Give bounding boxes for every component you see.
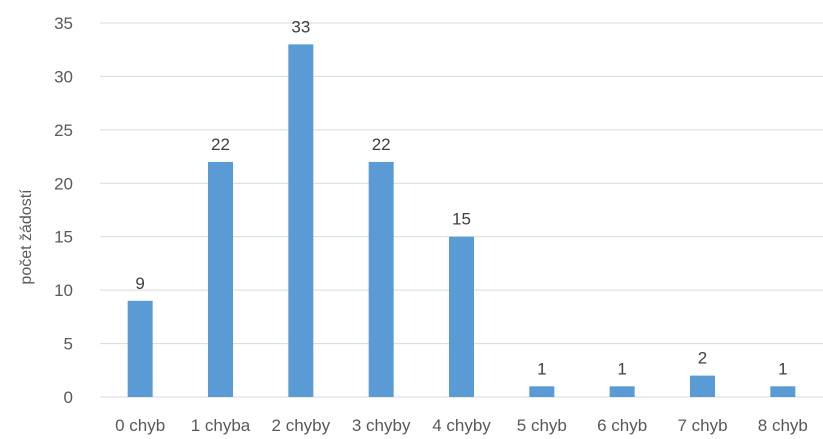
- y-axis-ticks: 0 5 10 15 20 25 30 35: [54, 14, 73, 407]
- data-label: 2: [698, 349, 707, 368]
- bar: [609, 386, 635, 397]
- y-tick-label: 15: [54, 228, 73, 247]
- x-tick-label: 8 chyb: [758, 416, 808, 435]
- bar: [368, 161, 394, 397]
- data-labels: 9 22 33 22 15 1 1 2 1: [135, 17, 787, 378]
- bar: [208, 161, 233, 397]
- data-label: 22: [372, 135, 391, 154]
- data-label: 1: [537, 359, 546, 378]
- y-tick-label: 25: [54, 121, 73, 140]
- bar: [529, 386, 555, 397]
- data-label: 33: [291, 17, 310, 36]
- y-tick-label: 5: [64, 335, 73, 354]
- y-tick-label: 20: [54, 174, 73, 193]
- bar: [449, 236, 474, 397]
- x-tick-label: 7 chyb: [677, 416, 727, 435]
- bar: [127, 300, 153, 397]
- data-label: 1: [778, 359, 787, 378]
- data-label: 15: [452, 210, 471, 229]
- x-tick-label: 0 chyb: [115, 416, 165, 435]
- data-label: 1: [617, 359, 626, 378]
- x-tick-label: 5 chyb: [517, 416, 567, 435]
- y-axis-title: počet žádostí: [18, 189, 35, 285]
- y-tick-label: 0: [64, 388, 73, 407]
- x-tick-label: 2 chyby: [272, 416, 331, 435]
- bar: [770, 386, 796, 397]
- x-tick-label: 1 chyba: [191, 416, 251, 435]
- bar: [690, 375, 715, 397]
- data-label: 22: [211, 135, 230, 154]
- y-tick-label: 35: [54, 14, 73, 33]
- x-tick-label: 4 chyby: [432, 416, 491, 435]
- bar: [288, 44, 314, 397]
- x-tick-label: 6 chyb: [597, 416, 647, 435]
- bars: [127, 44, 796, 397]
- y-tick-label: 30: [54, 67, 73, 86]
- x-axis-ticks: 0 chyb 1 chyba 2 chyby 3 chyby 4 chyby 5 chyb…: [115, 416, 808, 435]
- y-tick-label: 10: [54, 281, 73, 300]
- x-tick-label: 3 chyby: [352, 416, 411, 435]
- data-label: 9: [135, 274, 144, 293]
